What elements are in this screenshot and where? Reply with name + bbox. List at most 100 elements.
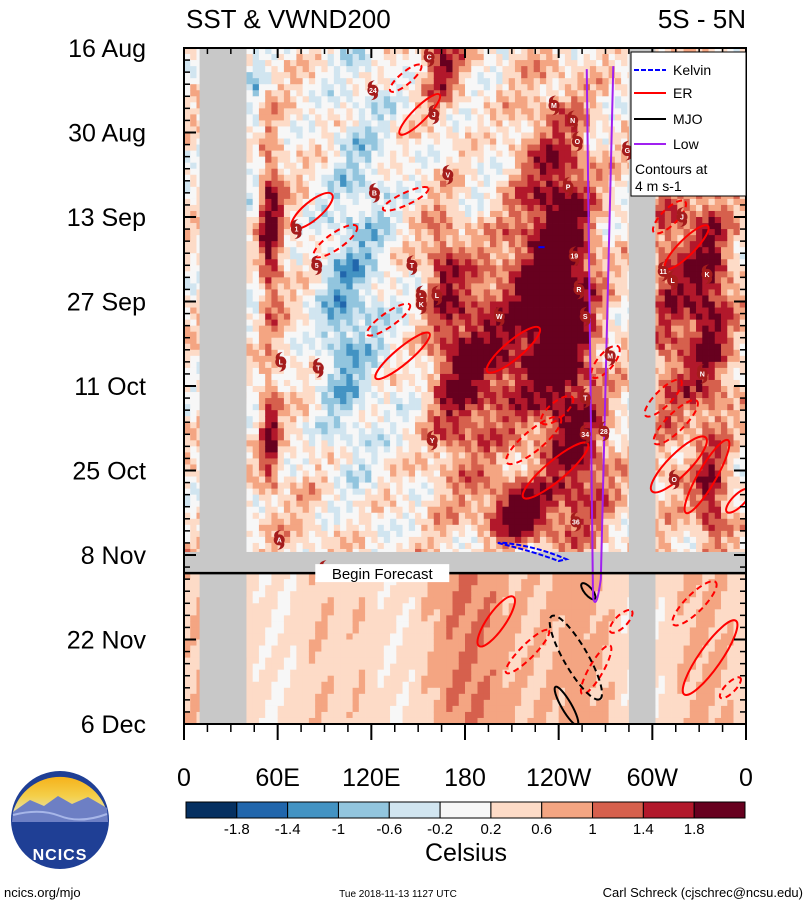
heatmap-cell [308,434,316,441]
heatmap-cell [308,609,316,616]
heatmap-cell [315,687,322,695]
heatmap-cell [371,440,378,447]
heatmap-cell [302,289,310,296]
heatmap-cell [277,96,285,103]
heatmap-cell [390,235,397,242]
heatmap-cell [190,470,197,477]
heatmap-cell [246,446,254,453]
heatmap-cell [190,361,197,369]
heatmap-cell [396,398,403,405]
heatmap-cell [327,247,335,254]
heatmap-cell [402,675,410,683]
heatmap-cell [271,597,279,604]
heatmap-cell [452,78,460,85]
heatmap-cell [365,120,372,127]
heatmap-cell [358,301,366,308]
heatmap-cell [190,150,197,158]
heatmap-cell [252,711,260,719]
heatmap-cell [408,530,416,538]
heatmap-cell [283,398,291,405]
heatmap-cell [258,500,266,508]
heatmap-cell [371,108,378,115]
heatmap-cell [258,506,266,514]
heatmap-cell [265,259,272,266]
heatmap-cell [458,138,466,145]
heatmap-cell [365,470,372,477]
heatmap-cell [458,265,466,272]
heatmap-cell [415,627,422,634]
heatmap-cell [452,108,460,115]
heatmap-cell [340,585,347,592]
heatmap-cell [365,482,372,490]
heatmap-cell [427,512,435,520]
heatmap-cell [346,90,353,97]
heatmap-cell [446,307,453,314]
heatmap-cell [184,259,191,266]
heatmap-cell [321,355,329,363]
heatmap-cell [440,693,447,701]
heatmap-cell [321,174,329,182]
heatmap-cell [390,657,397,665]
heatmap-cell [446,253,453,260]
heatmap-cell [327,343,335,351]
heatmap-cell [290,54,297,61]
heatmap-cell [277,235,285,242]
heatmap-cell [315,60,322,67]
heatmap-cell [371,301,378,308]
heatmap-cell [184,319,191,327]
heatmap-cell [371,271,378,278]
heatmap-cell [327,579,335,586]
heatmap-cell [184,367,191,375]
heatmap-cell [352,627,360,634]
heatmap-cell [396,621,403,628]
heatmap-cell [327,609,335,616]
heatmap-cell [377,235,385,242]
heatmap-cell [396,669,403,677]
heatmap-cell [321,428,329,435]
heatmap-cell [346,60,353,67]
heatmap-cell [346,198,353,206]
heatmap-cell [346,78,353,85]
heatmap-cell [458,355,466,363]
heatmap-cell [390,663,397,671]
heatmap-cell [358,229,366,236]
heatmap-cell [296,404,304,411]
heatmap-cell [358,711,366,719]
heatmap-cell [321,156,329,164]
heatmap-cell [246,675,254,683]
heatmap-cell [433,210,441,218]
heatmap-cell [421,277,428,284]
heatmap-cell [440,410,447,417]
heatmap-cell [377,524,385,532]
heatmap-cell [358,705,366,713]
heatmap-cell [408,591,416,598]
heatmap-cell [352,669,360,677]
heatmap-cell [258,72,266,79]
heatmap-cell [383,66,391,73]
heatmap-cell [371,603,378,610]
heatmap-cell [296,494,304,502]
heatmap-cell [252,108,260,115]
heatmap-cell [258,585,266,592]
heatmap-cell [190,500,197,508]
heatmap-cell [390,464,397,471]
heatmap-cell [352,717,360,724]
heatmap-cell [258,367,266,375]
heatmap-cell [308,518,316,526]
heatmap-cell [302,102,310,109]
heatmap-cell [408,597,416,604]
heatmap-cell [383,108,391,115]
heatmap-cell [402,289,410,296]
heatmap-cell [340,518,347,526]
heatmap-cell [308,591,316,598]
heatmap-cell [277,621,285,628]
heatmap-cell [396,186,403,194]
heatmap-cell [377,132,385,139]
heatmap-cell [252,398,260,405]
heatmap-cell [308,681,316,689]
heatmap-cell [315,669,322,677]
heatmap-cell [408,223,416,230]
heatmap-cell [358,60,366,67]
heatmap-cell [440,265,447,272]
heatmap-cell [258,259,266,266]
